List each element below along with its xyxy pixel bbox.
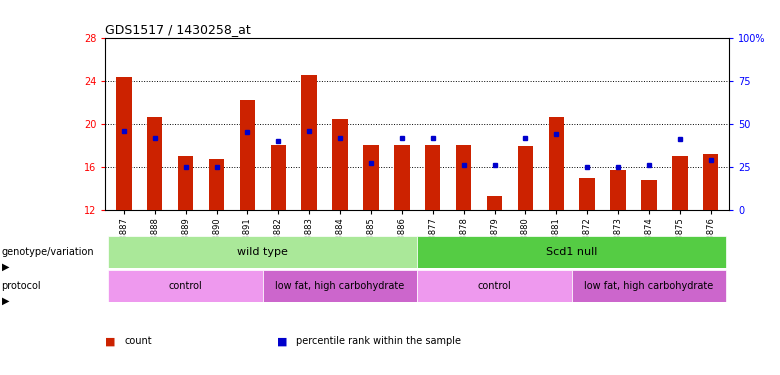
Text: ■: ■ bbox=[277, 336, 287, 346]
Bar bbox=[703, 154, 718, 210]
Text: count: count bbox=[125, 336, 152, 346]
Text: control: control bbox=[477, 281, 512, 291]
Bar bbox=[263, 270, 417, 302]
Bar bbox=[417, 270, 572, 302]
Text: low fat, high carbohydrate: low fat, high carbohydrate bbox=[275, 281, 405, 291]
Bar bbox=[239, 100, 255, 210]
Bar bbox=[108, 270, 263, 302]
Bar bbox=[487, 196, 502, 210]
Text: Scd1 null: Scd1 null bbox=[546, 247, 597, 257]
Bar bbox=[456, 146, 471, 210]
Text: genotype/variation: genotype/variation bbox=[2, 247, 94, 257]
Text: GDS1517 / 1430258_at: GDS1517 / 1430258_at bbox=[105, 23, 251, 36]
Bar bbox=[209, 159, 224, 210]
Bar bbox=[108, 236, 417, 268]
Bar bbox=[116, 77, 132, 210]
Bar bbox=[641, 180, 657, 210]
Bar bbox=[548, 117, 564, 210]
Text: ■: ■ bbox=[105, 336, 115, 346]
Bar bbox=[417, 236, 726, 268]
Bar bbox=[572, 270, 726, 302]
Text: protocol: protocol bbox=[2, 281, 41, 291]
Text: low fat, high carbohydrate: low fat, high carbohydrate bbox=[584, 281, 714, 291]
Bar bbox=[518, 146, 534, 210]
Bar bbox=[332, 120, 348, 210]
Text: ▶: ▶ bbox=[2, 262, 9, 272]
Bar bbox=[672, 156, 688, 210]
Bar bbox=[394, 146, 410, 210]
Text: percentile rank within the sample: percentile rank within the sample bbox=[296, 336, 462, 346]
Text: ▶: ▶ bbox=[2, 296, 9, 306]
Bar bbox=[425, 146, 441, 210]
Bar bbox=[271, 146, 286, 210]
Text: control: control bbox=[168, 281, 203, 291]
Bar bbox=[363, 146, 378, 210]
Text: wild type: wild type bbox=[237, 247, 289, 257]
Bar bbox=[301, 75, 317, 210]
Bar bbox=[611, 170, 626, 210]
Bar bbox=[147, 117, 162, 210]
Bar bbox=[178, 156, 193, 210]
Bar bbox=[580, 178, 595, 210]
